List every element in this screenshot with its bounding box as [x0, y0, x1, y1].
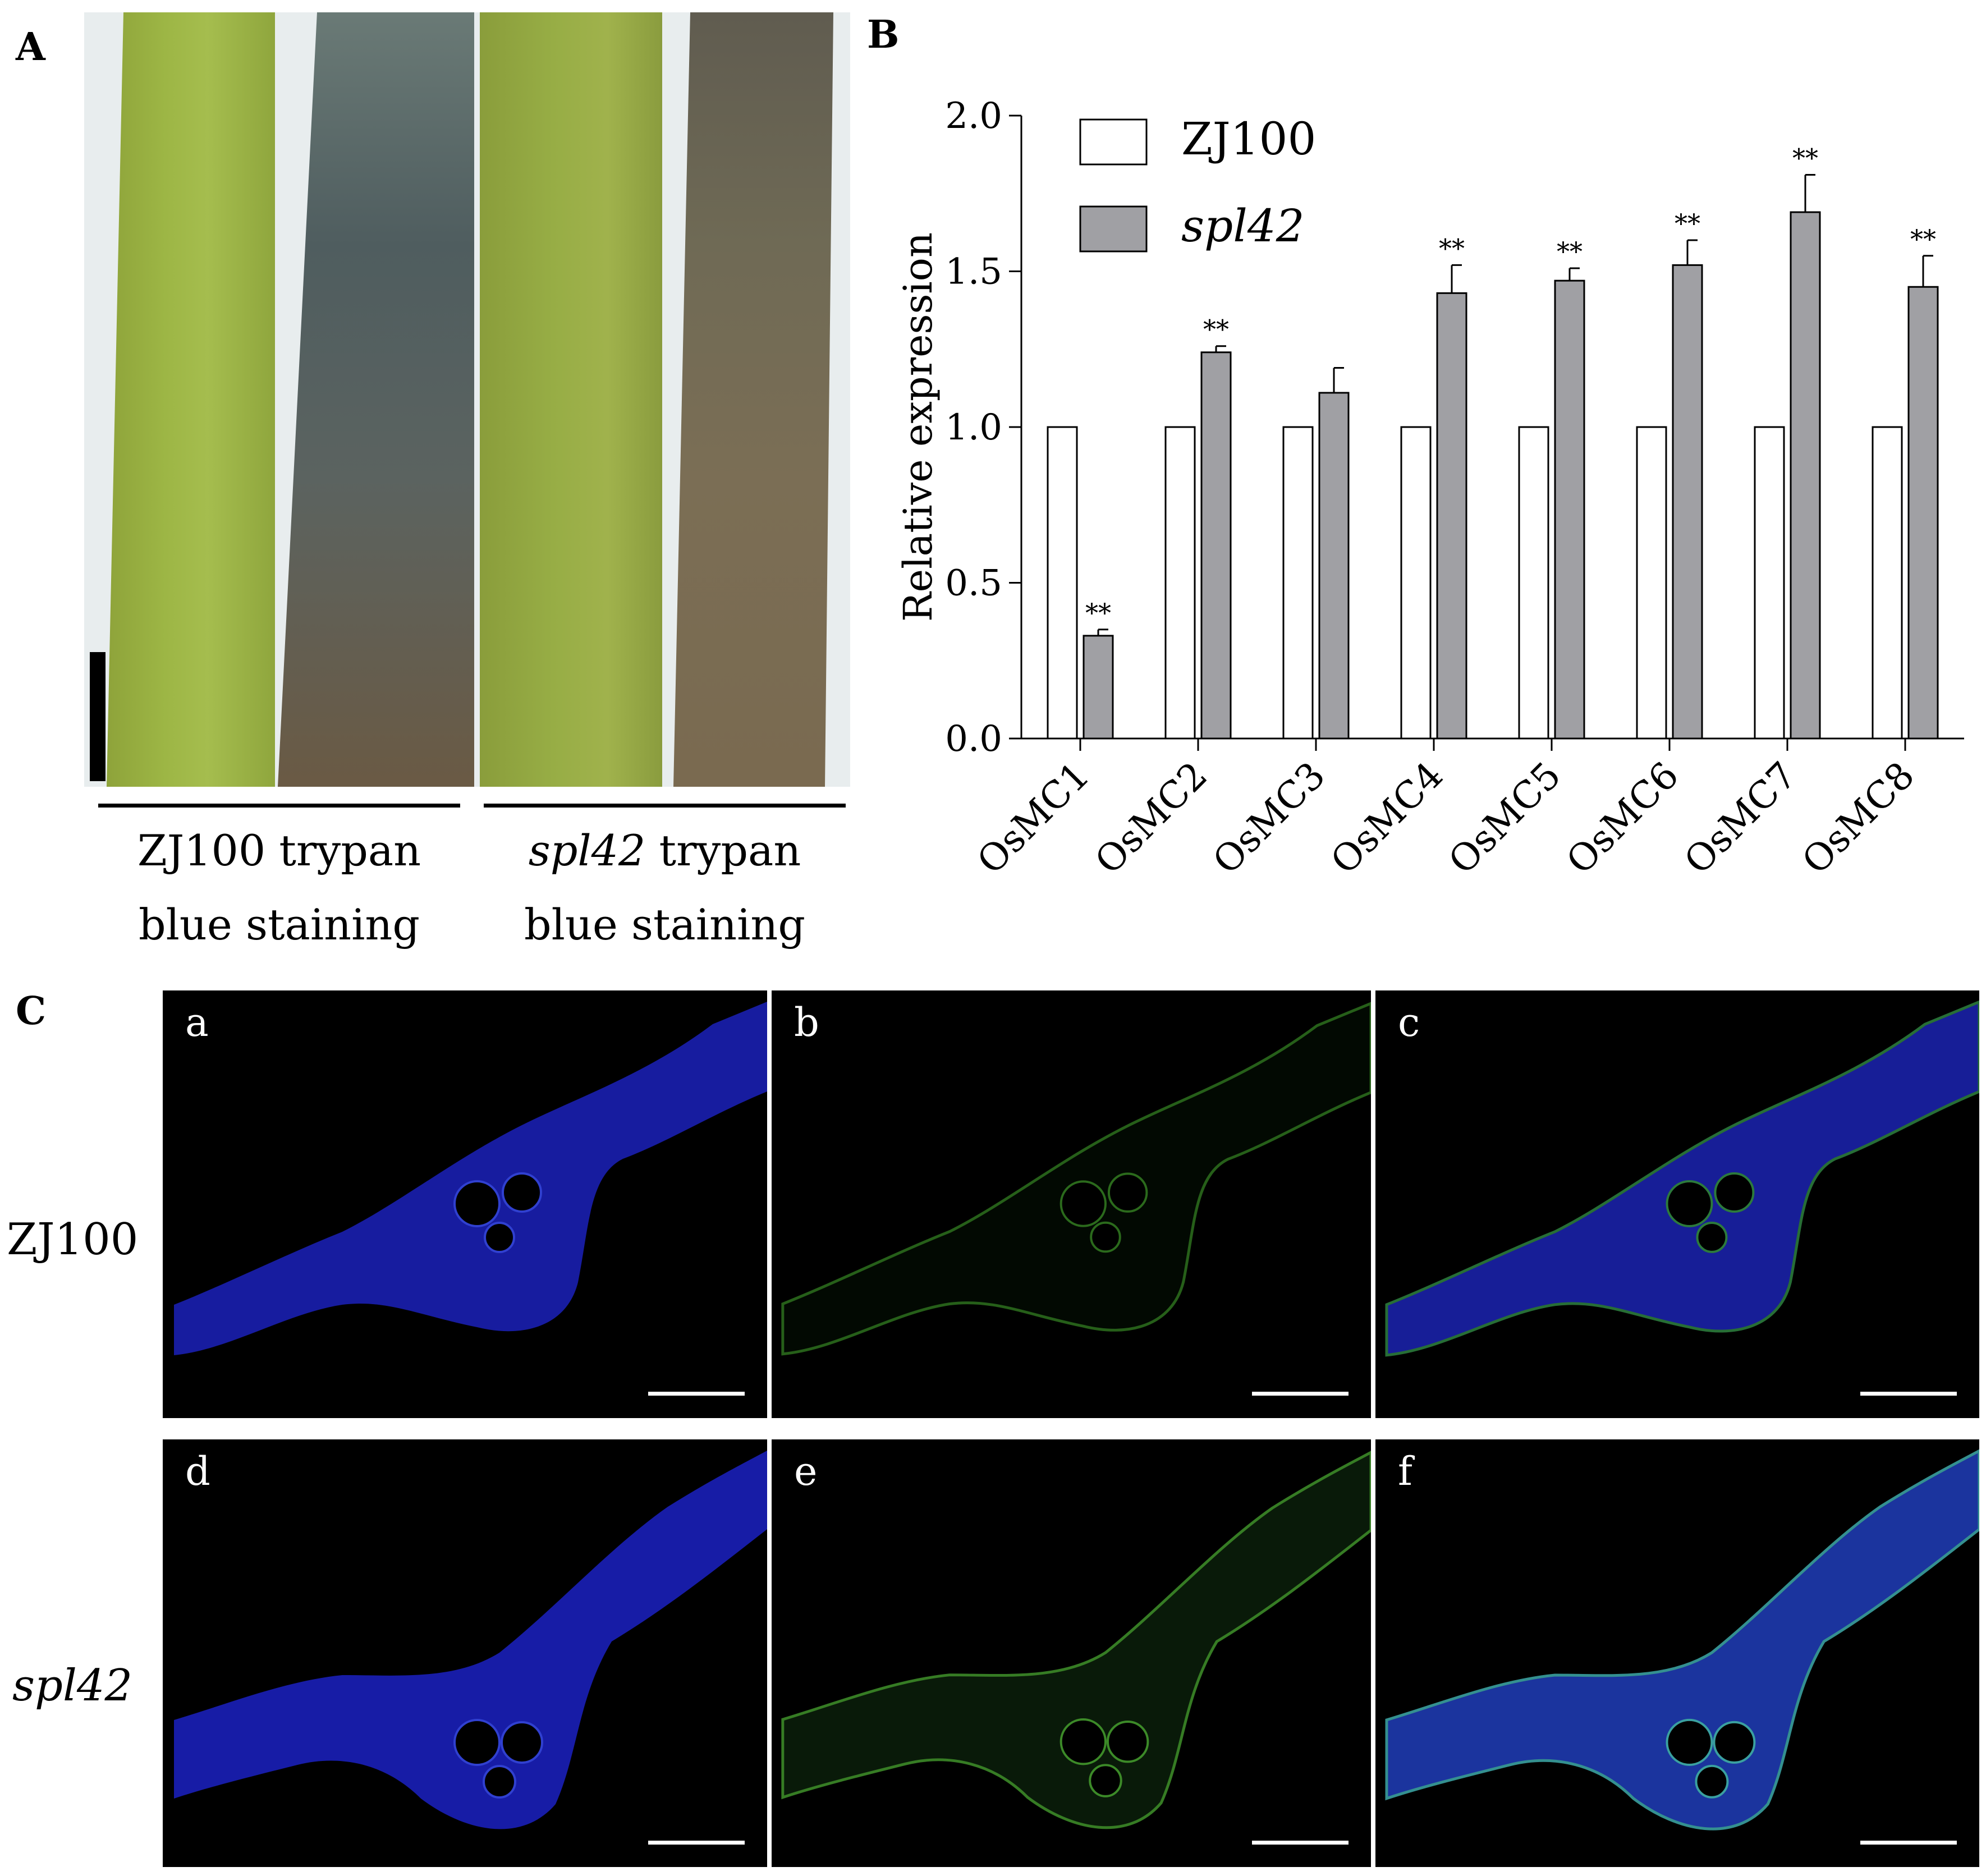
micrograph-f: f: [1375, 1439, 1979, 1867]
legend-swatch-zj100: [1079, 118, 1148, 166]
x-tick-label: OsMC5: [1440, 754, 1569, 883]
y-tick-label: 0.5: [945, 563, 1002, 604]
tissue-section-c: [1385, 1000, 1979, 1357]
bar-zj100: [1872, 426, 1903, 740]
x-tick-label: OsMC3: [1204, 754, 1333, 883]
subpanel-letter-a: a: [185, 999, 209, 1045]
row-label-zj100: ZJ100: [7, 1214, 139, 1265]
bar-zj100: [1400, 426, 1432, 740]
subpanel-letter-e: e: [794, 1448, 818, 1494]
tissue-section-f: [1385, 1449, 1979, 1831]
panel-label-c: C: [16, 989, 47, 1034]
x-tick-label: OsMC1: [969, 754, 1098, 883]
y-tick-label: 0.0: [945, 718, 1002, 760]
scale-bar-e: [1252, 1841, 1349, 1845]
panel-label-b: B: [867, 12, 900, 57]
y-axis-label: Relative expression: [895, 232, 941, 622]
significance-mark: **: [1085, 598, 1111, 628]
micrograph-d: d: [163, 1439, 767, 1867]
x-tick-label: OsMC7: [1676, 754, 1805, 883]
scale-bar-a: [648, 1392, 745, 1396]
micrograph-e: e: [772, 1439, 1371, 1867]
scale-bar-d: [648, 1841, 745, 1845]
leaf-photo-panel: [84, 12, 850, 787]
bar-spl42: [1554, 279, 1585, 740]
scale-bar-f: [1860, 1841, 1957, 1845]
y-tick-label: 2.0: [945, 95, 1002, 137]
micrograph-a: a: [163, 990, 767, 1418]
tissue-section-b: [781, 1002, 1371, 1356]
bar-spl42: [1436, 292, 1467, 740]
scale-bar: [90, 652, 106, 781]
bar-spl42: [1083, 635, 1114, 740]
caption-spl42: spl42 trypan blue staining: [524, 825, 806, 950]
tissue-section-a: [174, 1002, 767, 1355]
y-tick-label: 1.0: [945, 407, 1002, 448]
bar-spl42: [1200, 351, 1232, 740]
micrograph-b: b: [772, 990, 1371, 1418]
bar-zj100: [1754, 426, 1785, 740]
x-tick-label: OsMC6: [1558, 754, 1687, 883]
x-tick-label: OsMC8: [1794, 754, 1923, 883]
leaf-zj100-stained: [278, 12, 474, 787]
legend-swatch-spl42: [1079, 205, 1148, 253]
bar-zj100: [1047, 426, 1078, 740]
significance-mark: **: [1203, 314, 1229, 345]
y-tick-label: 1.5: [945, 251, 1002, 293]
subpanel-letter-d: d: [185, 1448, 210, 1494]
caption-underline-zj100: [98, 804, 460, 808]
scale-bar-c: [1860, 1392, 1957, 1396]
significance-mark: **: [1792, 143, 1818, 173]
bar-spl42: [1318, 392, 1350, 740]
significance-mark: **: [1557, 236, 1583, 267]
subpanel-letter-f: f: [1398, 1448, 1412, 1494]
bar-spl42: [1790, 211, 1821, 740]
scale-bar-b: [1252, 1392, 1349, 1396]
legend-label-spl42: spl42: [1181, 200, 1305, 252]
tissue-section-e: [781, 1451, 1371, 1829]
significance-mark: **: [1675, 208, 1700, 238]
x-tick-label: OsMC4: [1322, 754, 1451, 883]
expression-bar-chart: 0.0 0.5 1.0 1.5 2.0 Relative expression ** OsMC…: [895, 95, 1964, 883]
bar-zj100: [1164, 426, 1196, 740]
significance-mark: **: [1439, 233, 1465, 263]
leaf-spl42-stained: [673, 12, 833, 787]
bar-zj100: [1518, 426, 1549, 740]
micrograph-c: c: [1375, 990, 1979, 1418]
bar-spl42: [1907, 286, 1939, 740]
leaf-zj100-unstained: [107, 12, 275, 787]
subpanel-letter-b: b: [794, 999, 819, 1045]
legend-label-zj100: ZJ100: [1181, 113, 1316, 165]
bar-zj100: [1282, 426, 1314, 740]
subpanel-letter-c: c: [1398, 999, 1420, 1045]
caption-zj100: ZJ100 trypan blue staining: [137, 825, 421, 950]
leaf-spl42-unstained: [480, 12, 662, 787]
x-tick-label: OsMC2: [1086, 754, 1216, 883]
bar-spl42: [1672, 264, 1703, 740]
panel-label-a: A: [16, 25, 45, 70]
significance-mark: **: [1910, 224, 1936, 254]
tissue-section-d: [174, 1451, 767, 1829]
caption-underline-spl42: [484, 804, 846, 808]
bar-zj100: [1636, 426, 1667, 740]
row-label-spl42: spl42: [12, 1661, 133, 1711]
